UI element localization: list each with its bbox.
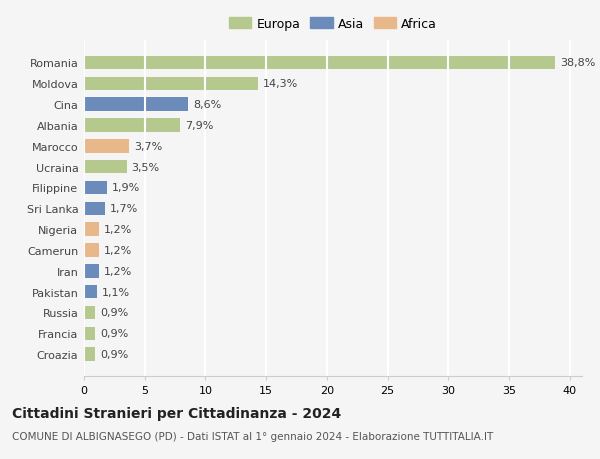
Bar xyxy=(84,181,107,195)
Text: 38,8%: 38,8% xyxy=(560,58,596,68)
Text: 8,6%: 8,6% xyxy=(193,100,221,110)
Text: 1,2%: 1,2% xyxy=(103,266,131,276)
Text: 3,7%: 3,7% xyxy=(134,141,162,151)
Text: 3,5%: 3,5% xyxy=(131,162,160,172)
Text: 14,3%: 14,3% xyxy=(263,79,298,89)
Bar xyxy=(84,347,95,361)
Legend: Europa, Asia, Africa: Europa, Asia, Africa xyxy=(225,14,441,34)
Text: 1,1%: 1,1% xyxy=(102,287,130,297)
Bar xyxy=(84,202,104,216)
Bar xyxy=(84,285,97,299)
Text: 7,9%: 7,9% xyxy=(185,121,213,131)
Bar xyxy=(84,77,257,91)
Bar xyxy=(84,306,95,319)
Text: 0,9%: 0,9% xyxy=(100,329,128,339)
Bar xyxy=(84,161,127,174)
Bar xyxy=(84,244,98,257)
Text: 1,7%: 1,7% xyxy=(110,204,138,214)
Text: 0,9%: 0,9% xyxy=(100,308,128,318)
Text: 0,9%: 0,9% xyxy=(100,349,128,359)
Bar xyxy=(84,327,95,341)
Text: 1,9%: 1,9% xyxy=(112,183,140,193)
Text: Cittadini Stranieri per Cittadinanza - 2024: Cittadini Stranieri per Cittadinanza - 2… xyxy=(12,406,341,420)
Text: COMUNE DI ALBIGNASEGO (PD) - Dati ISTAT al 1° gennaio 2024 - Elaborazione TUTTIT: COMUNE DI ALBIGNASEGO (PD) - Dati ISTAT … xyxy=(12,431,493,442)
Bar xyxy=(84,140,129,153)
Bar xyxy=(84,264,98,278)
Bar xyxy=(84,56,555,70)
Bar xyxy=(84,119,180,133)
Text: 1,2%: 1,2% xyxy=(103,224,131,235)
Bar xyxy=(84,223,98,236)
Text: 1,2%: 1,2% xyxy=(103,246,131,255)
Bar xyxy=(84,98,188,112)
